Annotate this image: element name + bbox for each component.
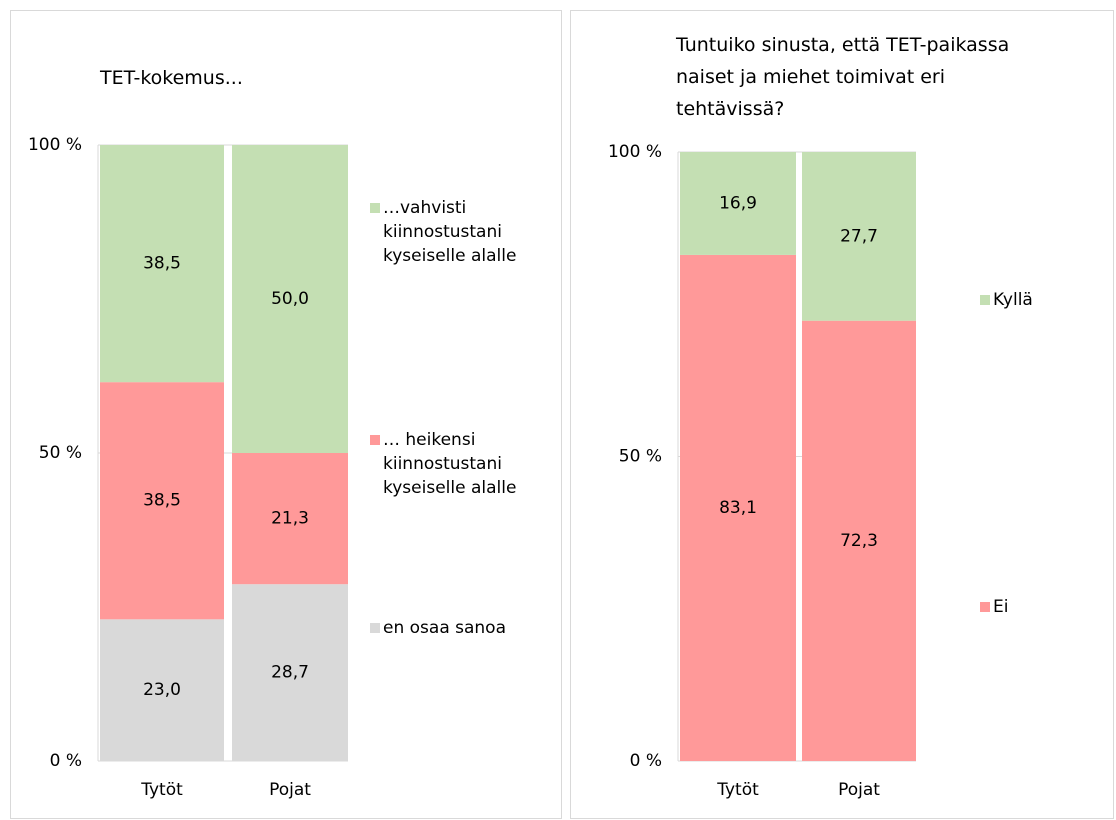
legend-label: Ei — [993, 597, 1009, 617]
data-label: 16,9 — [719, 193, 757, 213]
x-tick-label: Tytöt — [716, 780, 759, 800]
data-label: 27,7 — [840, 226, 878, 246]
legend-label: Kyllä — [993, 290, 1033, 310]
x-tick-label: Tytöt — [140, 780, 183, 800]
y-tick-label: 0 % — [630, 751, 662, 771]
bar-segment — [100, 382, 224, 620]
y-tick-label: 0 % — [50, 751, 82, 771]
chart-title: TET-kokemus... — [100, 67, 243, 89]
bar-segment — [680, 254, 796, 761]
y-tick-label: 50 % — [619, 447, 662, 467]
bar-segment — [232, 145, 348, 453]
legend-swatch — [370, 203, 380, 213]
bar-segment — [232, 453, 348, 585]
bar-segment — [802, 320, 916, 761]
panel — [10, 10, 562, 819]
data-label: 28,7 — [271, 663, 309, 683]
bar-segment — [100, 619, 224, 761]
data-label: 38,5 — [143, 254, 181, 274]
y-tick-label: 100 % — [28, 135, 82, 155]
legend-label: … heikensi kiinnostustani kyseiselle ala… — [383, 430, 517, 498]
data-label: 23,0 — [143, 680, 181, 700]
legend-label: en osaa sanoa — [383, 618, 507, 638]
x-tick-label: Pojat — [269, 780, 311, 800]
data-label: 21,3 — [271, 509, 309, 529]
bar-segment — [232, 584, 348, 761]
data-label: 83,1 — [719, 498, 757, 518]
data-label: 50,0 — [271, 289, 309, 309]
chart-title: Tuntuiko sinusta, että TET-paikassa nais… — [676, 34, 1010, 120]
panel — [570, 10, 1114, 819]
y-tick-label: 50 % — [39, 443, 82, 463]
bar-segment — [680, 152, 796, 255]
y-tick-label: 100 % — [608, 142, 662, 162]
x-tick-label: Pojat — [838, 780, 880, 800]
legend-swatch — [370, 435, 380, 445]
bar-segment — [100, 145, 224, 383]
bar-segment — [802, 152, 916, 321]
data-label: 72,3 — [840, 531, 878, 551]
legend-swatch — [370, 623, 380, 633]
legend-swatch — [980, 602, 990, 612]
data-label: 38,5 — [143, 491, 181, 511]
legend-label: …vahvisti kiinnostustani kyseiselle alal… — [383, 198, 517, 266]
legend-swatch — [980, 295, 990, 305]
